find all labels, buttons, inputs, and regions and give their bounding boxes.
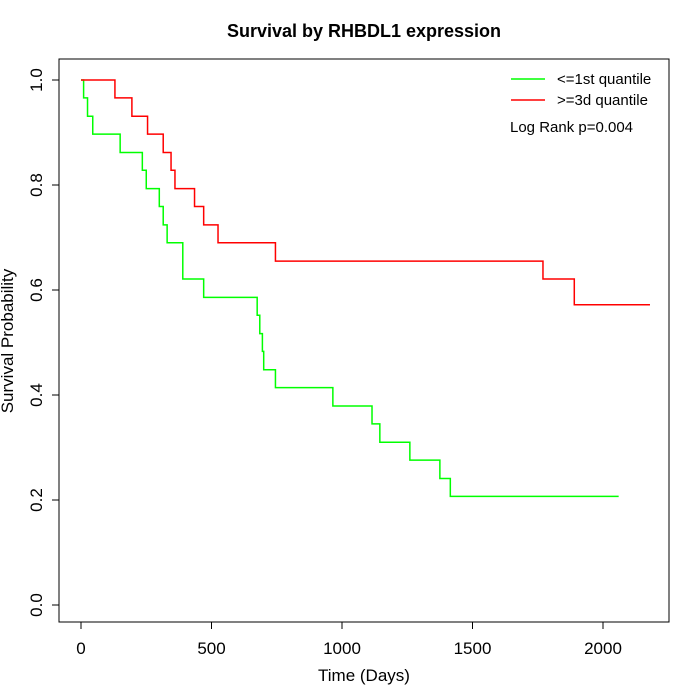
y-tick-label: 0.2 xyxy=(27,488,46,512)
log-rank-annotation: Log Rank p=0.004 xyxy=(510,119,633,136)
y-tick-label: 1.0 xyxy=(27,68,46,92)
y-axis-label: Survival Probability xyxy=(0,268,17,413)
x-tick-label: 1500 xyxy=(454,639,492,658)
y-tick-label: 0.6 xyxy=(27,278,46,302)
plot-frame xyxy=(58,58,670,623)
series-layer xyxy=(81,79,650,498)
survival-curve-high xyxy=(81,79,650,306)
x-axis: 0 500 1000 1500 2000 xyxy=(76,621,622,658)
x-tick-label: 0 xyxy=(76,639,85,658)
y-axis: 0.0 0.2 0.4 0.6 0.8 1.0 xyxy=(27,68,60,617)
x-tick-label: 1000 xyxy=(323,639,361,658)
legend: <=1st quantile >=3d quantile xyxy=(511,71,651,109)
survival-curve-low xyxy=(81,79,619,498)
chart-title: Survival by RHBDL1 expression xyxy=(227,21,501,41)
legend-label: <=1st quantile xyxy=(557,71,651,88)
y-tick-label: 0.0 xyxy=(27,593,46,617)
x-tick-label: 2000 xyxy=(584,639,622,658)
y-tick-label: 0.4 xyxy=(27,383,46,407)
legend-label: >=3d quantile xyxy=(557,92,648,109)
x-axis-label: Time (Days) xyxy=(318,666,410,685)
x-tick-label: 500 xyxy=(197,639,225,658)
y-tick-label: 0.8 xyxy=(27,173,46,197)
